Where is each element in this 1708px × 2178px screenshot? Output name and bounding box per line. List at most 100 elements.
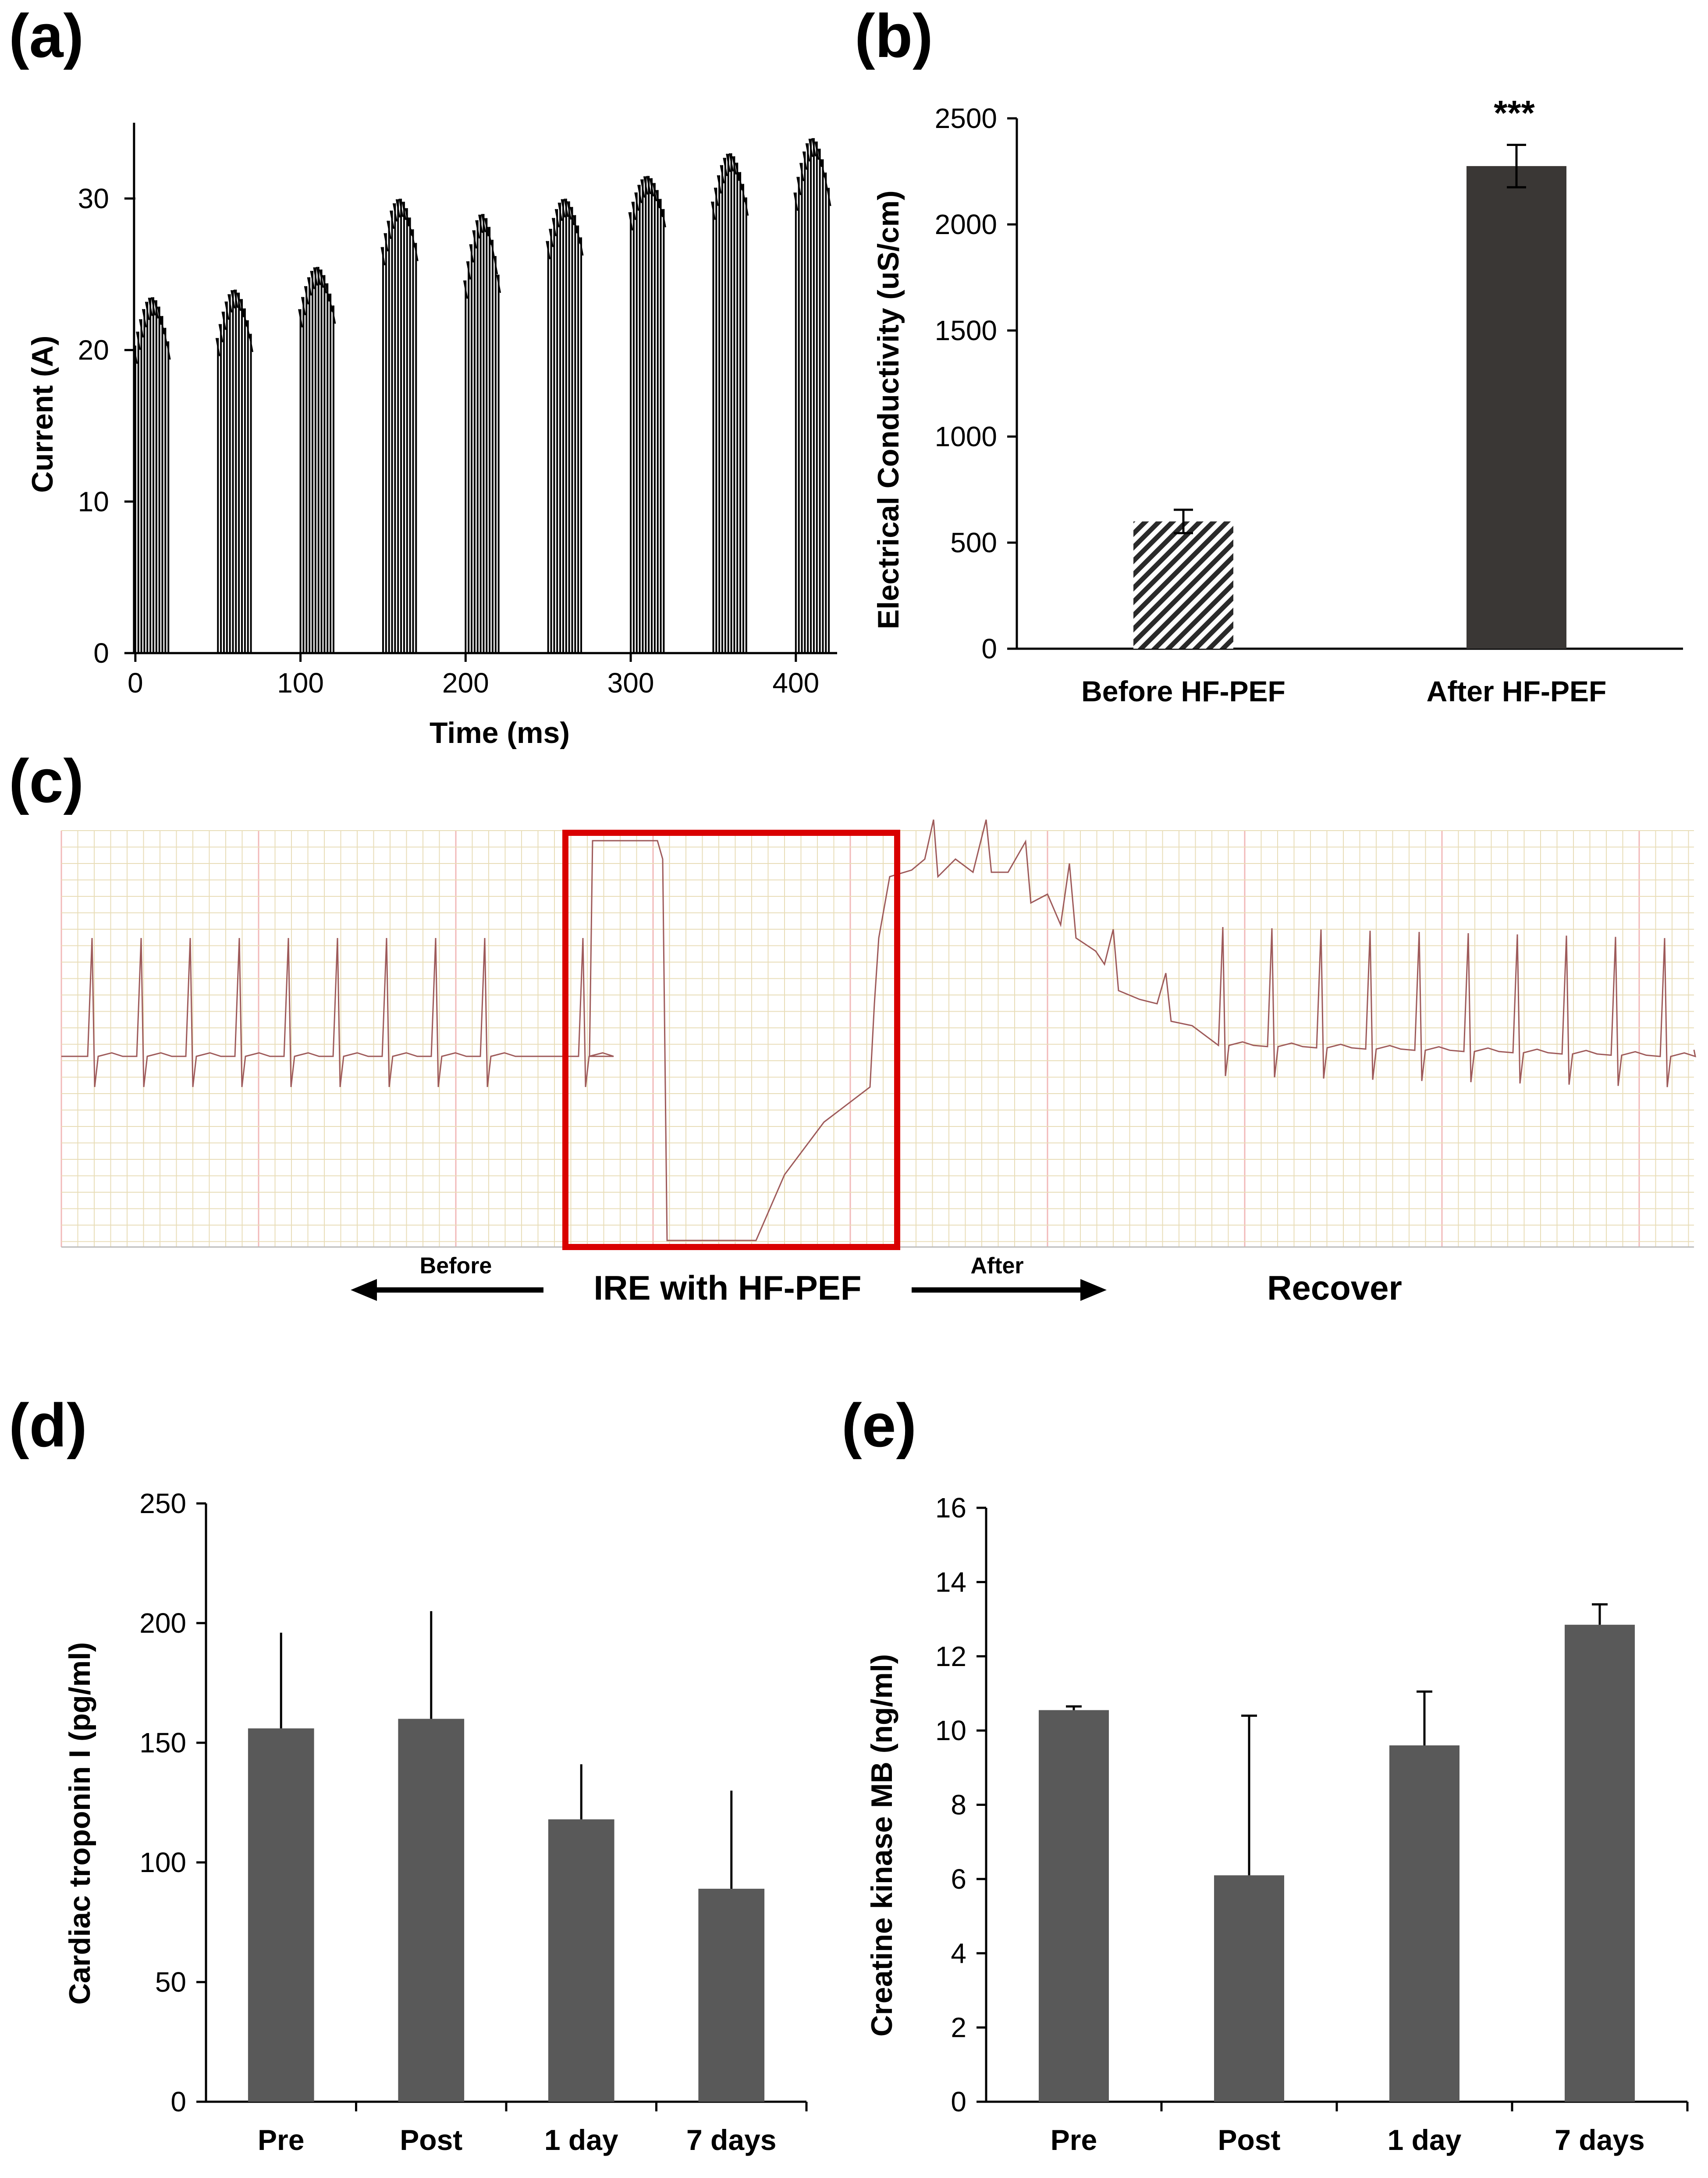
y-tick-label: 2500 [935, 103, 997, 134]
pulse-noise [380, 247, 386, 266]
pulse-noise [157, 306, 162, 325]
pulse-noise [570, 206, 575, 225]
pulse-noise [310, 270, 315, 289]
pulse-noise [316, 266, 321, 285]
pulse-noise [325, 283, 330, 302]
pulse-noise [817, 148, 823, 167]
y-tick-label: 30 [78, 183, 109, 214]
pulse-noise [814, 141, 820, 160]
y-tick-label: 10 [78, 486, 109, 517]
y-tick-label: 8 [951, 1789, 966, 1821]
x-tick-label: 400 [772, 667, 819, 699]
pulse-noise [139, 319, 144, 338]
pulse-noise [549, 228, 554, 247]
pulse-noise [726, 153, 731, 172]
panel-a-x-axis-title: Time (ms) [430, 716, 570, 750]
y-tick-label: 4 [951, 1937, 966, 1969]
x-tick-label: 100 [277, 667, 324, 699]
pulse-noise [496, 274, 501, 293]
y-tick-label: 500 [950, 527, 997, 558]
pulse-noise [227, 294, 233, 313]
y-tick-label: 6 [951, 1863, 966, 1895]
pulse-noise [249, 334, 254, 352]
y-tick-label: 10 [935, 1715, 966, 1746]
bar [1565, 1624, 1635, 2102]
recover-label: Recover [1267, 1268, 1402, 1307]
y-tick-label: 2000 [935, 209, 997, 240]
ire-label: IRE with HF-PEF [594, 1268, 862, 1307]
panel-b-axes: 0 500 1000 1500 2000 2500 Before HF-PEF After H… [935, 103, 1683, 707]
y-tick-label: 50 [155, 1966, 186, 1998]
x-category-label: Pre [258, 2124, 304, 2156]
ecg-trace-line [61, 819, 1696, 1241]
pulse-noise [242, 308, 248, 327]
pulse-noise [151, 297, 156, 316]
x-category-label: 1 day [1388, 2124, 1462, 2156]
pulse-noise [148, 297, 153, 316]
pulse-noise [313, 267, 318, 286]
x-category-label: After HF-PEF [1427, 675, 1607, 707]
pulse-noise [802, 151, 807, 170]
pulse-noise [145, 302, 150, 320]
panel-a-y-axis-title: Current (A) [26, 336, 59, 493]
pulse-noise [307, 277, 312, 296]
pulse-noise [384, 233, 389, 252]
before-label: Before [420, 1253, 492, 1279]
pulse-noise [561, 199, 566, 218]
pulse-noise [304, 286, 309, 305]
pulse-noise [413, 242, 419, 261]
pulse-noise [398, 199, 404, 217]
x-category-label: 7 days [1555, 2124, 1644, 2156]
pulse-noise [655, 190, 660, 209]
pulse-noise [408, 217, 413, 236]
pulse-noise [160, 316, 165, 334]
pulse-noise [643, 176, 648, 195]
pulse-noise [805, 143, 810, 162]
panel-a-pulses [133, 138, 831, 653]
bar [248, 1728, 314, 2102]
pulse-noise [793, 192, 799, 211]
panel-e-y-axis-title: Creatine kinase MB (ng/ml) [865, 1654, 898, 2037]
panel-b-y-axis-title: Electrical Conductivity (uS/cm) [872, 190, 905, 629]
pulse-noise [652, 183, 657, 202]
x-category-label: Before HF-PEF [1081, 675, 1285, 707]
pulse-noise [717, 175, 722, 194]
pulse-noise [236, 292, 241, 311]
pulse-noise [658, 199, 664, 217]
x-category-label: Post [400, 2124, 462, 2156]
pulse-noise [634, 192, 639, 211]
pulse-noise [233, 289, 238, 308]
panel-b-bars [1133, 144, 1566, 649]
pulse-noise [224, 301, 230, 320]
pulse-noise [738, 172, 743, 191]
pulse-noise [731, 156, 737, 175]
pulse-noise [319, 269, 324, 288]
pulse-noise [218, 324, 224, 343]
panel-d-label: (d) [9, 1391, 87, 1460]
panel-c-ecg-recording: (c) Before IRE with HF-PEF After Recover [9, 746, 1696, 1307]
pulse-noise [720, 165, 725, 184]
pulse-noise [215, 338, 220, 356]
after-arrow-right-icon [1080, 1279, 1107, 1301]
pulse-noise [575, 225, 581, 244]
y-tick-label: 0 [170, 2086, 186, 2118]
panel-e-bars [1039, 1603, 1635, 2102]
pulse-noise [322, 275, 327, 294]
y-tick-label: 0 [93, 637, 109, 669]
x-tick-label: 300 [607, 667, 654, 699]
pulse-noise [811, 138, 817, 156]
x-category-label: 1 day [544, 2124, 618, 2156]
pulse-noise [714, 187, 719, 206]
pulse-noise [823, 172, 828, 191]
pulse-noise [723, 157, 728, 176]
pulse-noise [133, 345, 138, 364]
pulse-noise [631, 201, 636, 220]
y-tick-label: 2 [951, 2012, 966, 2043]
pulse-noise [166, 341, 171, 360]
bar [548, 1819, 614, 2102]
pulse-noise [649, 178, 654, 197]
after-label: After [970, 1253, 1023, 1279]
